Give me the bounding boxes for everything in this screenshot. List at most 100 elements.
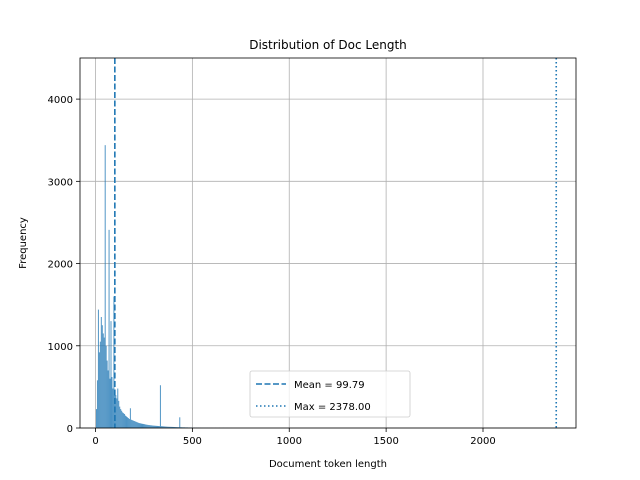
histogram-bar xyxy=(142,423,144,428)
histogram-bar xyxy=(133,421,135,428)
y-tick-label: 0 xyxy=(67,424,73,435)
histogram-bar xyxy=(99,341,101,428)
y-axis-label: Frequency xyxy=(18,217,29,269)
histogram-bar xyxy=(151,425,153,428)
x-tick-label: 0 xyxy=(92,436,98,447)
histogram-bar xyxy=(161,426,163,428)
histogram-bars xyxy=(95,145,232,428)
histogram-bar xyxy=(172,426,174,428)
histogram-bar xyxy=(147,424,149,428)
histogram-bar xyxy=(165,426,167,428)
histogram-bar xyxy=(164,426,166,428)
histogram-bar xyxy=(154,425,156,428)
histogram-bar xyxy=(107,370,109,428)
histogram-bar xyxy=(102,333,104,428)
histogram-bar xyxy=(121,410,123,428)
histogram-bar xyxy=(105,345,107,428)
histogram-bar xyxy=(149,425,151,428)
histogram-bar xyxy=(130,419,132,428)
histogram-bar xyxy=(109,378,111,428)
y-tick-label: 3000 xyxy=(48,177,73,188)
histogram-bar xyxy=(124,414,126,428)
histogram-bar xyxy=(135,421,137,428)
histogram-bar xyxy=(174,427,176,428)
histogram-bar xyxy=(157,425,158,428)
histogram-bar xyxy=(115,395,117,428)
histogram-bar xyxy=(119,406,121,428)
histogram-bar xyxy=(169,426,171,428)
histogram-bar xyxy=(173,427,175,428)
histogram-bar xyxy=(168,426,170,428)
histogram-bar xyxy=(171,426,173,428)
histogram-bar xyxy=(175,427,177,428)
legend-mean-label: Mean = 99.79 xyxy=(294,380,365,391)
plot-frame xyxy=(79,57,577,429)
histogram-bar xyxy=(157,426,159,428)
histogram-bar xyxy=(162,426,164,428)
histogram-bar xyxy=(97,309,99,428)
histogram-bar xyxy=(148,425,150,428)
histogram-bar xyxy=(111,377,113,428)
histogram-bar xyxy=(98,352,100,428)
histogram-bar xyxy=(122,412,124,428)
histogram-bar xyxy=(178,427,180,428)
histogram-bar xyxy=(150,425,152,428)
histogram-bar xyxy=(136,422,138,428)
x-tick-label: 1000 xyxy=(277,436,302,447)
histogram-bar xyxy=(132,420,134,428)
y-axis-ticks: 0 1000 2000 3000 4000 xyxy=(48,95,80,435)
histogram-bar xyxy=(103,337,105,428)
histogram-bar xyxy=(129,408,131,428)
histogram-bar xyxy=(120,409,122,428)
legend-max-label: Max = 2378.00 xyxy=(294,402,371,413)
histogram-bar xyxy=(127,418,129,428)
histogram-bar xyxy=(137,422,139,428)
histogram-bar xyxy=(96,380,98,428)
histogram-bar xyxy=(139,423,141,428)
histogram-bar xyxy=(95,409,97,428)
histogram-bar xyxy=(143,424,145,428)
histogram-bar xyxy=(128,418,130,428)
histogram-bar xyxy=(108,229,110,428)
histogram-bar xyxy=(163,426,165,428)
histogram-bar xyxy=(104,145,106,428)
reference-lines xyxy=(114,58,558,428)
histogram-bar xyxy=(126,417,128,428)
histogram-bar xyxy=(141,423,143,428)
x-tick-label: 500 xyxy=(183,436,202,447)
histogram-bar xyxy=(177,427,179,428)
histogram-bar xyxy=(170,426,172,428)
histogram-bar xyxy=(123,413,125,428)
histogram-bar xyxy=(152,425,154,428)
histogram-bar xyxy=(158,426,160,428)
histogram-bar xyxy=(138,423,140,428)
histogram-bar xyxy=(110,321,112,428)
x-axis-label: Document token length xyxy=(269,459,387,470)
histogram-bar xyxy=(159,385,161,428)
histogram-bar xyxy=(160,426,162,428)
histogram-bar xyxy=(101,325,103,428)
x-axis-ticks: 0 500 1000 1500 2000 xyxy=(92,428,496,447)
histogram-bar xyxy=(113,296,115,428)
histogram-bar xyxy=(134,421,136,428)
histogram-bar xyxy=(140,423,142,428)
chart-title: Distribution of Doc Length xyxy=(249,38,407,52)
legend: Mean = 99.79 Max = 2378.00 xyxy=(249,370,411,418)
x-tick-label: 2000 xyxy=(470,436,495,447)
histogram-bar xyxy=(167,426,169,428)
legend-box xyxy=(249,370,411,418)
y-tick-label: 2000 xyxy=(48,260,73,271)
histogram-bar xyxy=(155,425,157,428)
y-tick-label: 4000 xyxy=(48,95,73,106)
histogram-bar xyxy=(125,415,127,428)
histogram-bar xyxy=(106,360,108,428)
histogram-bar xyxy=(126,416,127,428)
histogram-bar xyxy=(166,426,168,428)
histogram-bar xyxy=(146,424,148,428)
histogram-bar xyxy=(112,388,114,428)
y-tick-label: 1000 xyxy=(48,342,73,353)
histogram-bar xyxy=(179,417,181,428)
x-tick-label: 1500 xyxy=(373,436,398,447)
histogram-bar xyxy=(176,427,178,428)
